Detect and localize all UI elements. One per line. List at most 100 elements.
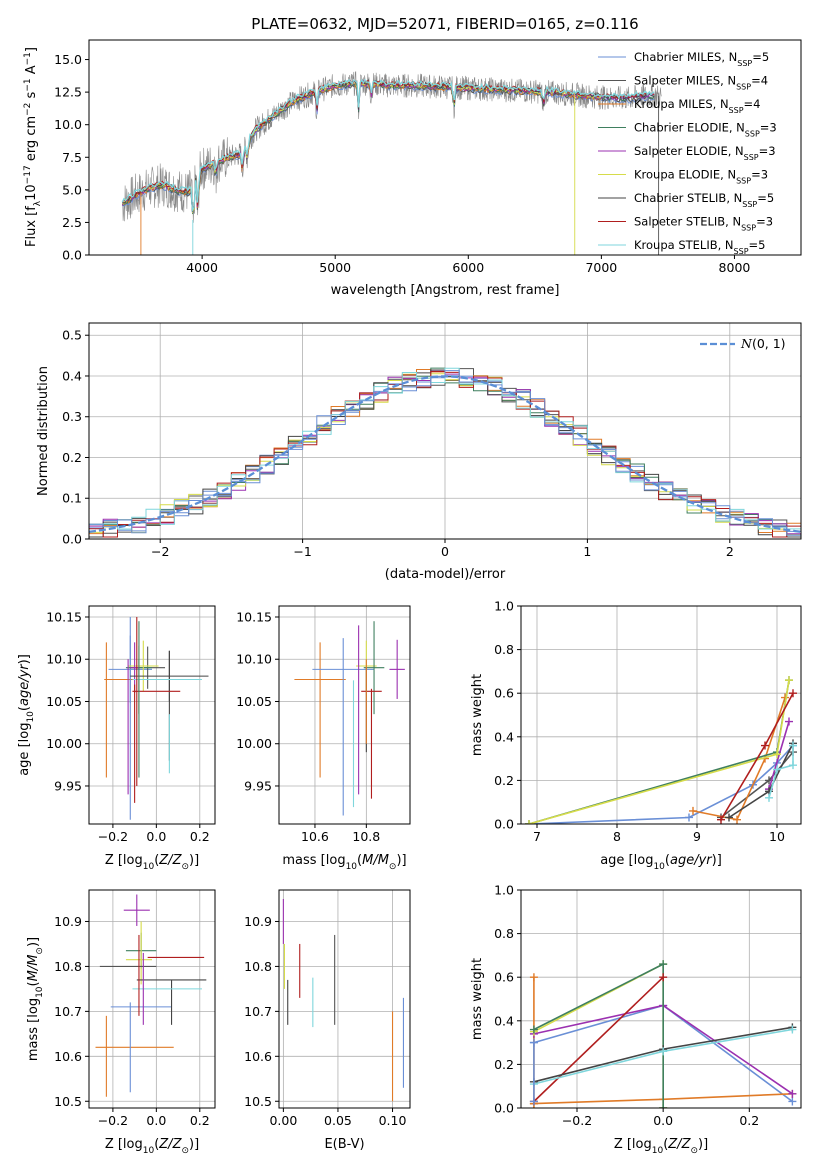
y-tick-label: 0.4	[494, 729, 514, 744]
mass-weight-marker	[788, 1097, 797, 1106]
chart-residuals: −2 −1 0 1 2 0.0 0.1 0.2 0.3 0.4 0.5 N(0, 1) (data-mo…	[36, 322, 802, 582]
mass-weight-marker	[773, 765, 781, 774]
x-axis-label: Z [log10(Z/Z⊙)]	[614, 1137, 708, 1156]
mass-weight-marker	[659, 973, 668, 982]
y-tick-label: 0.8	[494, 926, 514, 941]
y-tick-label: 10.7	[54, 1004, 82, 1019]
chart-mass_vs_ebv: 0.00 0.05 0.10 10.5 10.6 10.7 10.8 10.9 E(B-V)	[244, 889, 411, 1152]
y-tick-label: 0.4	[494, 1013, 514, 1028]
errorbar-point	[123, 894, 150, 926]
y-tick-label: 0.2	[494, 773, 514, 788]
x-tick-label: −0.2	[562, 1113, 592, 1128]
legend-label-normal: N(0, 1)	[740, 336, 786, 351]
axes-frame	[88, 39, 802, 256]
mass-weight-marker	[529, 1097, 538, 1106]
mass-weight-line-8	[768, 745, 794, 799]
y-tick-label: 0.4	[62, 368, 82, 383]
mass-weight-marker	[529, 1038, 538, 1047]
y-tick-label: 10.6	[244, 1049, 272, 1064]
plot-area	[294, 621, 405, 816]
y-tick-label: 0.2	[494, 1057, 514, 1072]
x-axis-label: wavelength [Angstrom, rest frame]	[331, 283, 560, 298]
y-tick-label: 0.0	[494, 1101, 514, 1116]
y-tick-label: 10.10	[236, 652, 272, 667]
spectrum-legend: Chabrier MILES, NSSP=5 Salpeter MILES, NS…	[598, 50, 777, 256]
axes-frame	[88, 889, 216, 1109]
x-tick-label: 2	[726, 544, 734, 559]
y-tick-label: 0.3	[62, 409, 82, 424]
x-tick-label: 5000	[319, 260, 351, 275]
x-tick-label: 10.6	[301, 829, 329, 844]
y-tick-label: 10.8	[244, 959, 272, 974]
plot-area	[104, 616, 209, 820]
x-tick-label: 7000	[585, 260, 617, 275]
mass-weight-marker	[529, 1025, 538, 1034]
y-tick-label: 10.9	[244, 914, 272, 929]
chart-age_vs_Z: −0.2 0.0 0.2 9.95 10.00 10.05 10.10 10.15 Z [log…	[17, 605, 216, 872]
model-spectrum-5	[121, 81, 602, 214]
mass-weight-marker	[789, 761, 797, 770]
y-tick-label: 12.5	[54, 85, 82, 100]
x-tick-label: 1	[583, 544, 591, 559]
plot-area	[525, 676, 797, 824]
x-tick-label: −0.2	[98, 1113, 128, 1128]
mass-weight-marker	[717, 815, 725, 824]
x-tick-label: 0	[441, 544, 449, 559]
model-spectrum-2	[121, 82, 602, 213]
x-tick-label: 10	[769, 829, 785, 844]
mass-weight-marker	[788, 1025, 797, 1034]
errorbar-point	[389, 639, 405, 699]
y-tick-label: 0.1	[62, 491, 82, 506]
x-axis-label: mass [log10(M/M⊙)]	[282, 853, 406, 872]
legend-label: Salpeter ELODIE, NSSP=3	[634, 144, 776, 162]
plot-area	[282, 898, 405, 1102]
x-tick-label: 0.2	[190, 1113, 210, 1128]
chart-mass_vs_Z: −0.2 0.0 0.2 10.5 10.6 10.7 10.8 10.9 Z [log10(Z…	[26, 889, 216, 1156]
legend-label: Chabrier ELODIE, NSSP=3	[634, 121, 777, 139]
x-tick-label: 8000	[719, 260, 751, 275]
x-tick-label: 7	[533, 829, 541, 844]
y-tick-label: 10.00	[46, 736, 82, 751]
mass-weight-marker	[789, 741, 797, 750]
y-tick-label: 10.6	[54, 1049, 82, 1064]
observed-spectrum	[122, 71, 662, 223]
axes-frame	[88, 605, 216, 825]
x-axis-label: Z [log10(Z/Z⊙)]	[105, 1137, 199, 1156]
y-axis-label: mass weight	[470, 958, 485, 1040]
x-tick-label: 9	[693, 829, 701, 844]
y-tick-label: 10.7	[244, 1004, 272, 1019]
plot-area	[95, 894, 207, 1097]
y-tick-label: 0.0	[62, 532, 82, 547]
x-tick-label: 0.2	[190, 829, 210, 844]
y-tick-label: 0.6	[494, 970, 514, 985]
x-tick-label: −0.2	[98, 829, 128, 844]
model-spectrum-8	[121, 78, 655, 213]
y-tick-label: 10.9	[54, 914, 82, 929]
mass-weight-marker	[529, 973, 538, 982]
y-axis-label: Flux [fλ10−17 erg cm−2 s−1 A−1]	[23, 47, 43, 247]
y-tick-label: 10.05	[236, 694, 272, 709]
y-tick-label: 0.0	[494, 817, 514, 832]
legend-label: Chabrier STELIB, NSSP=5	[634, 191, 774, 209]
y-tick-label: 10.00	[236, 736, 272, 751]
mass-weight-marker	[659, 960, 668, 969]
errorbar-point	[128, 640, 159, 692]
x-axis-label: age [log10(age/yr)]	[600, 853, 722, 872]
y-tick-label: 1.0	[494, 599, 514, 614]
figure-title: PLATE=0632, MJD=52071, FIBERID=0165, z=0…	[251, 15, 638, 33]
x-tick-label: 10.8	[352, 829, 380, 844]
mass-weight-line-4	[533, 962, 664, 1108]
axes-frame	[278, 889, 411, 1109]
mass-weight-line-3	[528, 679, 790, 824]
mass-weight-line-5	[528, 679, 790, 824]
x-tick-label: 0.2	[739, 1113, 759, 1128]
mass-weight-marker	[733, 815, 741, 824]
y-tick-label: 0.8	[494, 642, 514, 657]
legend-label: Kroupa STELIB, NSSP=5	[634, 238, 765, 256]
y-axis-label: mass [log10(M/M⊙)]	[26, 937, 45, 1061]
x-axis-label: E(B-V)	[324, 1137, 364, 1152]
x-tick-label: 4000	[186, 260, 218, 275]
y-tick-label: 10.8	[54, 959, 82, 974]
mass-weight-marker	[789, 689, 797, 698]
y-tick-label: 7.5	[62, 150, 82, 165]
